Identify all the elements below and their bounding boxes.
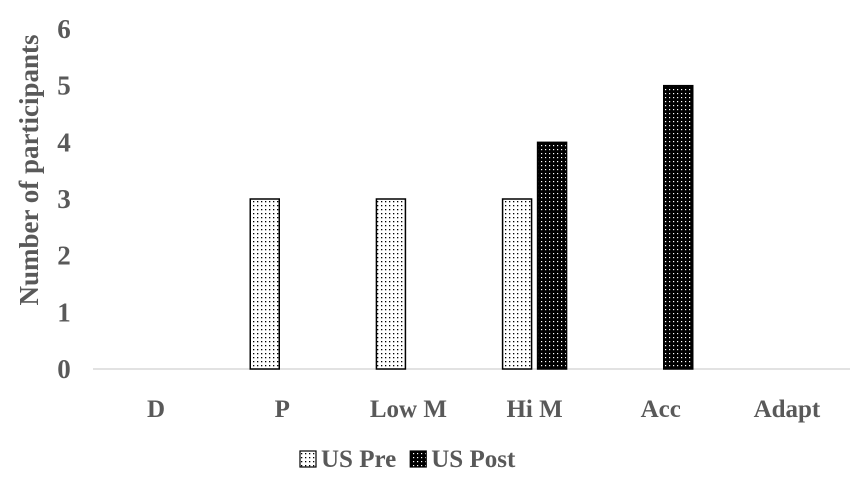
y-tick-label: 3 [57, 184, 71, 214]
x-tick-label: D [147, 396, 165, 423]
y-tick-label: 1 [57, 297, 71, 327]
legend-swatch [299, 450, 317, 468]
x-tick-label: P [275, 396, 290, 423]
y-tick-label: 5 [57, 71, 71, 101]
bar-us-pre-p [249, 198, 280, 370]
y-tick-label: 6 [57, 14, 71, 44]
legend-label: US Post [431, 446, 516, 473]
legend-label: US Pre [321, 446, 396, 473]
y-tick-label: 0 [57, 354, 71, 384]
legend: US Pre US Post [299, 446, 516, 473]
x-tick-label: Hi M [506, 396, 562, 423]
y-axis-label: Number of participants [14, 34, 44, 305]
x-tick-label: Adapt [754, 396, 821, 423]
plot-area: 0 1 2 3 4 5 6 D P Low M Hi M Acc Adapt [57, 14, 850, 423]
bar-us-post-hi-m [536, 141, 568, 370]
bar-us-pre-hi-m [501, 198, 533, 370]
x-tick-label: Acc [641, 396, 681, 423]
x-tick-label: Low M [370, 396, 447, 423]
bar-us-post-acc [663, 84, 694, 370]
legend-swatch [409, 450, 427, 468]
y-tick-label: 2 [57, 241, 71, 271]
bar-us-pre-low-m [375, 198, 407, 370]
y-tick-label: 4 [57, 127, 71, 157]
